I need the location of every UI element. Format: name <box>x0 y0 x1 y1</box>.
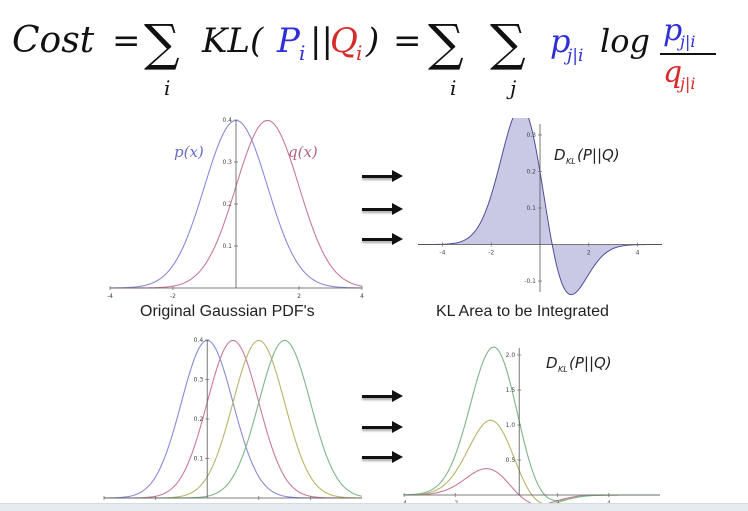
br-ytick-label: 2.0 <box>506 352 516 359</box>
formula-sum-1: ∑ <box>144 14 180 72</box>
kl-label-args: (P||Q) <box>577 146 620 164</box>
br-ytick-label: 1.5 <box>506 387 516 394</box>
fraction-numerator-p: p <box>663 13 682 48</box>
fraction-denominator-q: q <box>663 55 682 90</box>
tl-ticks: -4 -2 2 4 0.4 0.3 0.2 0.1 <box>107 117 364 300</box>
br-curves <box>403 346 660 506</box>
bl-ytick-label: 0.3 <box>194 377 204 384</box>
bl-ytick-label: 0.1 <box>194 456 204 463</box>
tl-ytick-label: 0.1 <box>222 243 232 250</box>
fraction-denominator-sub: j|i <box>677 74 695 93</box>
formula-sum-3: ∑ <box>490 14 526 72</box>
arrow-right-icon <box>362 170 404 182</box>
formula-p-cap-sub: i <box>299 41 305 65</box>
gaussian-curve <box>104 339 362 499</box>
fraction-numerator-sub: j|i <box>677 32 695 51</box>
tr-ytick-label: -0.1 <box>524 278 536 285</box>
kl2-label-args: (P||Q) <box>569 354 612 372</box>
formula-bars: || <box>310 21 333 61</box>
arrow-right-icon <box>362 421 404 433</box>
arrows-top <box>362 170 404 250</box>
formula-p-cap: P <box>276 21 301 61</box>
bl-curves <box>103 339 363 499</box>
tl-xtick-label: -4 <box>107 293 113 300</box>
tr-ticks: -4 -2 2 4 0.3 0.2 0.1 -0.1 <box>439 132 639 285</box>
formula-q-cap-sub: i <box>356 41 362 65</box>
kl-area-plot: -4 -2 2 4 0.3 0.2 0.1 -0.1 D KL (P||Q) <box>418 118 662 296</box>
br-ytick-label: 1.0 <box>506 422 516 429</box>
br-ticks: -4-2242.01.51.00.5 <box>401 352 611 506</box>
label-p-x: p(x) <box>174 143 204 161</box>
cost-formula: Cost = ∑ i KL( P i || Q i ) = ∑ i ∑ j p … <box>12 13 716 100</box>
bl-ytick-label: 0.2 <box>194 416 204 423</box>
arrows-bottom <box>362 390 404 470</box>
tr-xtick-label: 4 <box>636 250 640 257</box>
tl-ytick-label: 0.3 <box>222 159 232 166</box>
formula-q-cap: Q <box>330 21 358 61</box>
caption-original-pdfs: Original Gaussian PDF's <box>140 303 315 320</box>
caption-kl-area: KL Area to be Integrated <box>436 303 609 320</box>
tr-ytick-label: 0.2 <box>526 168 536 175</box>
formula-cost: Cost <box>12 20 95 61</box>
formula-equals-1: = <box>112 21 141 61</box>
gaussian-curve <box>104 339 363 499</box>
tl-ytick-label: 0.2 <box>222 201 232 208</box>
tr-xtick-label: 2 <box>587 250 591 257</box>
arrow-right-icon <box>362 451 404 463</box>
kl-divergence-label-2: D KL (P||Q) <box>546 354 612 374</box>
formula-close: ) <box>365 21 379 61</box>
kl2-label-sub: KL <box>558 365 568 374</box>
tl-xtick-label: -2 <box>170 293 176 300</box>
formula-log: log <box>600 22 650 60</box>
formula-sum-1-index: i <box>164 76 170 100</box>
kl2-label-d: D <box>546 354 558 372</box>
kl-divergence-label: D KL (P||Q) <box>554 146 620 166</box>
tr-xtick-label: -2 <box>488 250 494 257</box>
kl-label-sub: KL <box>566 157 576 166</box>
arrow-right-icon <box>362 233 404 245</box>
tl-xtick-label: 4 <box>360 293 364 300</box>
gaussian-curve <box>103 339 362 499</box>
gaussian-curve <box>104 339 363 499</box>
kl-label-d: D <box>554 146 566 164</box>
formula-p-small-sub: j|i <box>563 46 583 66</box>
formula-sum-3-index: j <box>506 76 516 100</box>
tl-xtick-label: 2 <box>297 293 301 300</box>
formula-sum-2-index: i <box>450 76 456 100</box>
arrow-right-icon <box>362 203 404 215</box>
bottom-toolbar-edge <box>0 503 748 511</box>
tl-ytick-label: 0.4 <box>222 117 232 124</box>
formula-sum-2: ∑ <box>428 14 464 72</box>
kl-curves-plot: -4-2242.01.51.00.5 D KL (P||Q) <box>401 346 660 506</box>
formula-equals-2: = <box>393 21 422 61</box>
bl-ytick-label: 0.4 <box>194 337 204 344</box>
label-q-x: q(x) <box>288 143 318 161</box>
tr-ytick-label: 0.3 <box>526 132 536 139</box>
gaussian-pdfs-plot: -4 -2 2 4 0.4 0.3 0.2 0.1 p(x) q(x) <box>107 117 364 300</box>
formula-kl: KL( <box>201 21 264 61</box>
br-ytick-label: 0.5 <box>506 457 516 464</box>
tr-ytick-label: 0.1 <box>526 205 536 212</box>
tr-xtick-label: -4 <box>439 250 445 257</box>
formula-p-small: p <box>550 22 570 60</box>
arrow-right-icon <box>362 390 404 402</box>
kl-divergence-curve <box>403 346 660 502</box>
